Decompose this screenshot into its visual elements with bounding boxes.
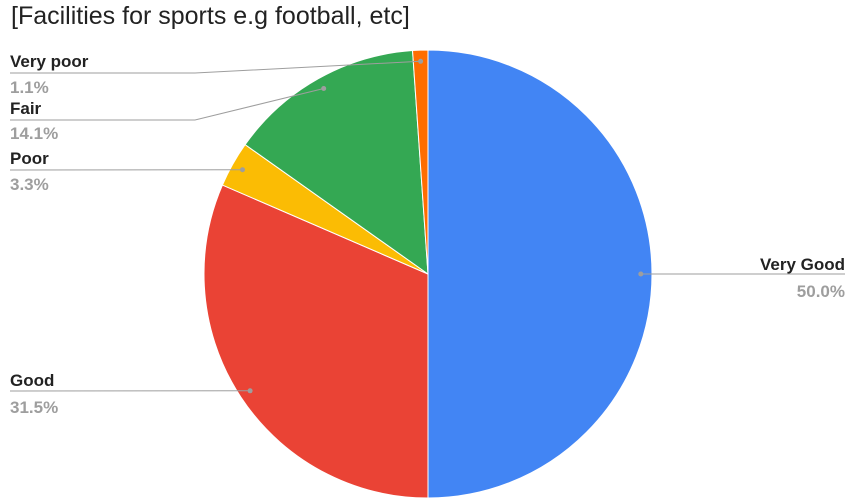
pie-slices	[203, 49, 653, 499]
leader-line-fair	[10, 88, 324, 121]
slice-label-fair: Fair	[10, 99, 42, 118]
pie-slice-fair	[244, 49, 429, 276]
slice-label-very-poor: Very poor	[10, 52, 89, 71]
slice-label-poor: Poor	[10, 149, 49, 168]
slice-label-very-good: Very Good	[760, 255, 845, 274]
leader-dot-very-poor	[418, 58, 424, 64]
leader-dot-very-good	[638, 271, 644, 277]
chart-title: [Facilities for sports e.g football, etc…	[11, 2, 410, 30]
pie-slice-good	[203, 184, 429, 499]
leader-dot-fair	[321, 86, 327, 91]
leader-dot-good	[247, 388, 253, 394]
slice-label-good: Good	[10, 371, 54, 390]
pie-labels: Very Good 50.0% Good 31.5% Poor 3.3% Fair 14.1%…	[9, 52, 845, 417]
slice-percent-good: 31.5%	[10, 398, 58, 417]
slice-percent-fair: 14.1%	[10, 124, 58, 143]
slice-percent-very-good: 50.0%	[797, 282, 845, 301]
leader-line-very-poor	[10, 60, 421, 74]
slice-percent-very-poor: 1.1%	[10, 78, 49, 97]
slice-percent-poor: 3.3%	[10, 175, 49, 194]
leader-dot-poor	[240, 167, 245, 173]
pie-slice-very-poor	[411, 49, 429, 275]
pie-slice-very-good	[427, 49, 653, 499]
